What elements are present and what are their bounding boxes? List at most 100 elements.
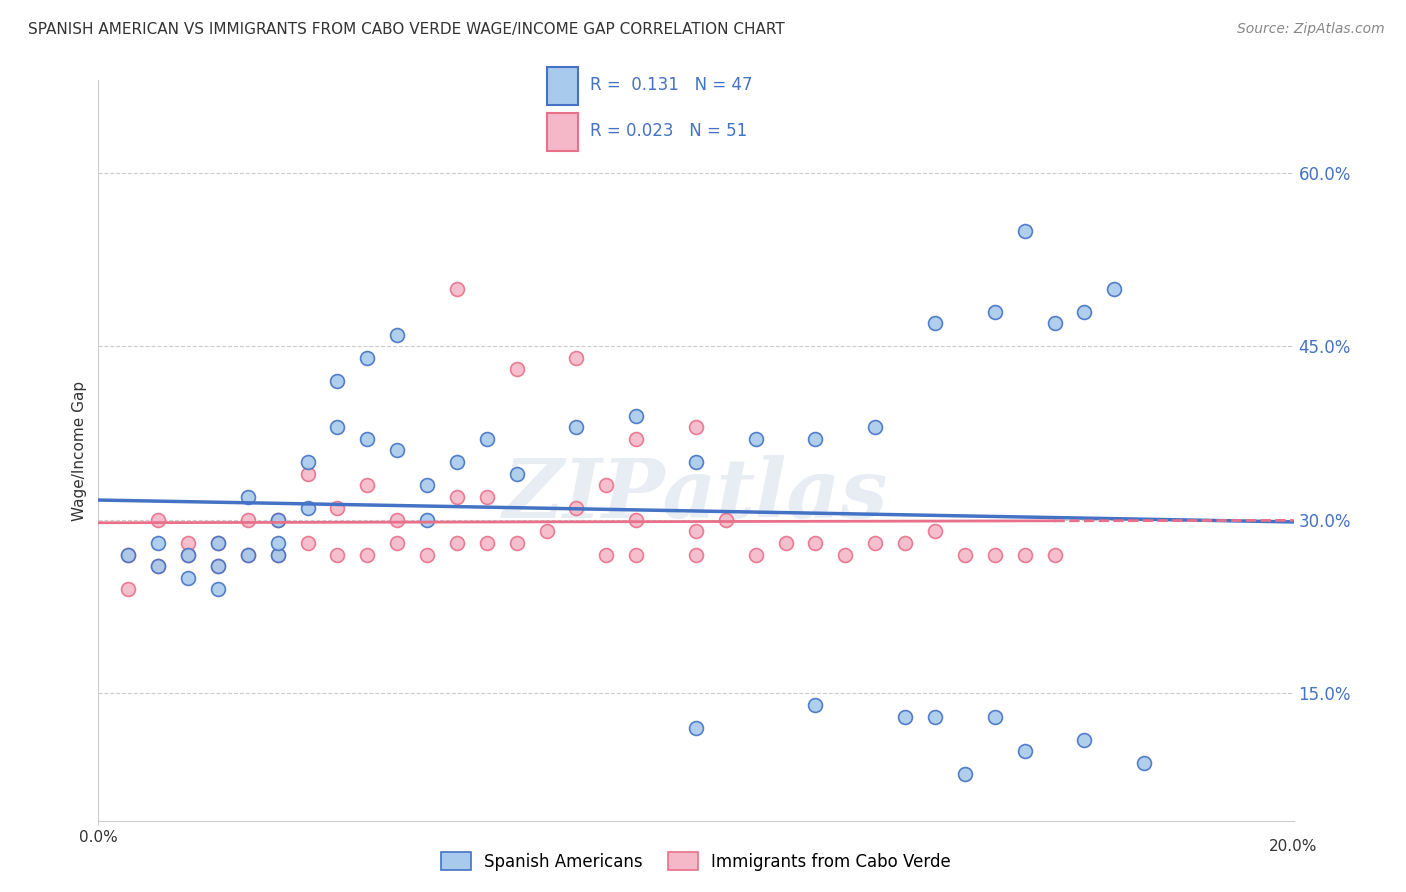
Point — [475, 490, 498, 504]
Point — [416, 513, 439, 527]
Point — [385, 513, 409, 527]
Point — [1073, 732, 1095, 747]
Point — [1133, 756, 1156, 770]
Point — [385, 443, 409, 458]
Point — [626, 513, 648, 527]
Point — [416, 548, 439, 562]
Point — [984, 548, 1007, 562]
Text: SPANISH AMERICAN VS IMMIGRANTS FROM CABO VERDE WAGE/INCOME GAP CORRELATION CHART: SPANISH AMERICAN VS IMMIGRANTS FROM CABO… — [28, 22, 785, 37]
Point — [236, 513, 259, 527]
Point — [446, 536, 468, 550]
Point — [148, 559, 170, 574]
Point — [565, 420, 588, 434]
Point — [745, 432, 768, 446]
Point — [385, 327, 409, 342]
Point — [595, 478, 617, 492]
FancyBboxPatch shape — [547, 113, 578, 151]
Point — [536, 524, 558, 539]
Point — [356, 432, 378, 446]
Point — [475, 432, 498, 446]
Point — [924, 524, 946, 539]
Point — [924, 316, 946, 330]
Point — [446, 490, 468, 504]
Point — [1043, 548, 1066, 562]
FancyBboxPatch shape — [547, 68, 578, 104]
Point — [117, 548, 139, 562]
Point — [148, 513, 170, 527]
Point — [745, 548, 768, 562]
Point — [565, 501, 588, 516]
Point — [506, 536, 529, 550]
Point — [207, 536, 229, 550]
Point — [326, 374, 349, 388]
Point — [177, 548, 200, 562]
Point — [117, 582, 139, 597]
Point — [326, 501, 349, 516]
Point — [297, 467, 319, 481]
Point — [385, 536, 409, 550]
Point — [207, 559, 229, 574]
Point — [595, 548, 617, 562]
Text: ZIPatlas: ZIPatlas — [503, 455, 889, 535]
Point — [267, 548, 290, 562]
Point — [1014, 744, 1036, 758]
Point — [1073, 304, 1095, 318]
Point — [714, 513, 737, 527]
Point — [865, 420, 887, 434]
Point — [148, 536, 170, 550]
Point — [356, 351, 378, 365]
Point — [207, 559, 229, 574]
Point — [685, 548, 707, 562]
Point — [267, 513, 290, 527]
Point — [177, 548, 200, 562]
Point — [626, 548, 648, 562]
Point — [1014, 548, 1036, 562]
Point — [177, 571, 200, 585]
Point — [685, 455, 707, 469]
Point — [953, 548, 976, 562]
Point — [267, 548, 290, 562]
Point — [834, 548, 856, 562]
Point — [775, 536, 797, 550]
Point — [1043, 316, 1066, 330]
Point — [685, 721, 707, 735]
Point — [984, 709, 1007, 723]
Point — [236, 490, 259, 504]
Point — [177, 536, 200, 550]
Point — [894, 536, 917, 550]
Point — [506, 467, 529, 481]
Point — [236, 548, 259, 562]
Point — [148, 559, 170, 574]
Point — [356, 548, 378, 562]
Point — [297, 455, 319, 469]
Point — [416, 478, 439, 492]
Point — [804, 536, 827, 550]
Point — [984, 304, 1007, 318]
Text: R = 0.023   N = 51: R = 0.023 N = 51 — [591, 122, 747, 140]
Text: 20.0%: 20.0% — [1270, 839, 1317, 855]
Point — [356, 478, 378, 492]
Point — [326, 420, 349, 434]
Point — [475, 536, 498, 550]
Point — [207, 536, 229, 550]
Point — [236, 548, 259, 562]
Point — [326, 548, 349, 562]
Text: R =  0.131   N = 47: R = 0.131 N = 47 — [591, 76, 752, 94]
Point — [894, 709, 917, 723]
Point — [804, 432, 827, 446]
Point — [865, 536, 887, 550]
Point — [267, 536, 290, 550]
Point — [506, 362, 529, 376]
Point — [804, 698, 827, 712]
Text: Source: ZipAtlas.com: Source: ZipAtlas.com — [1237, 22, 1385, 37]
Point — [685, 420, 707, 434]
Legend: Spanish Americans, Immigrants from Cabo Verde: Spanish Americans, Immigrants from Cabo … — [433, 844, 959, 879]
Point — [297, 501, 319, 516]
Point — [626, 432, 648, 446]
Point — [1104, 281, 1126, 295]
Point — [446, 281, 468, 295]
Point — [1014, 224, 1036, 238]
Point — [565, 351, 588, 365]
Point — [267, 513, 290, 527]
Point — [207, 582, 229, 597]
